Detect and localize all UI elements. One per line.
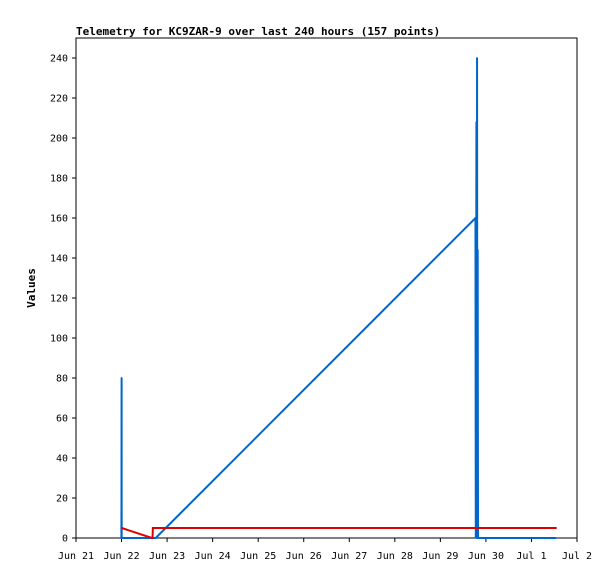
x-axis: Jun 21 Jun 22 Jun 23 Jun 24 Jun 25 Jun 26 Jun …	[58, 538, 592, 562]
series-1-point	[154, 537, 157, 539]
x-tick-label: Jun 24	[195, 551, 231, 562]
y-tick-label: 220	[50, 94, 68, 105]
y-axis-label: Values	[25, 268, 38, 308]
x-tick-label: Jun 23	[149, 551, 185, 562]
y-tick-label: 0	[62, 534, 68, 545]
y-tick-label: 240	[50, 54, 68, 65]
series-line-1	[120, 57, 557, 539]
y-tick-label: 200	[50, 134, 68, 145]
series-1-point	[474, 217, 477, 219]
y-tick-label: 60	[56, 414, 68, 425]
series-1-point	[120, 505, 123, 507]
series-2-point	[555, 527, 558, 529]
series-layer	[120, 57, 558, 539]
y-tick-label: 40	[56, 454, 68, 465]
series-1-point	[476, 57, 478, 59]
series-2-point	[120, 527, 123, 529]
x-tick-label: Jul 2	[562, 551, 592, 562]
series-1-point	[555, 537, 558, 539]
y-tick-label: 140	[50, 254, 68, 265]
x-tick-label: Jun 30	[468, 551, 504, 562]
x-tick-label: Jul 1	[516, 551, 546, 562]
plot-area-frame	[75, 37, 578, 539]
series-1-point	[477, 537, 479, 539]
y-tick-label: 20	[56, 494, 68, 505]
x-tick-label: Jun 22	[103, 551, 139, 562]
series-1-point	[475, 377, 477, 379]
y-tick-label: 180	[50, 174, 68, 185]
y-tick-label: 120	[50, 294, 68, 305]
y-tick-label: 80	[56, 374, 68, 385]
series-1-point	[120, 377, 123, 379]
x-tick-label: Jun 25	[240, 551, 276, 562]
series-1-point	[476, 249, 479, 251]
series-1-point	[475, 121, 478, 123]
chart-title: Telemetry for KC9ZAR-9 over last 240 hou…	[76, 25, 440, 38]
series-1-point	[120, 537, 123, 539]
series-2-point	[151, 527, 154, 529]
y-tick-label: 160	[50, 214, 68, 225]
y-axis: 0 20 40 60 80 100 120 140 160 180 200 220 240	[50, 54, 76, 545]
x-tick-label: Jun 21	[58, 551, 94, 562]
y-tick-label: 100	[50, 334, 68, 345]
x-tick-label: Jun 29	[422, 551, 458, 562]
series-2-point	[151, 537, 154, 539]
x-tick-label: Jun 27	[331, 551, 367, 562]
x-tick-label: Jun 26	[286, 551, 322, 562]
x-tick-label: Jun 28	[377, 551, 413, 562]
series-1-point	[120, 409, 123, 411]
